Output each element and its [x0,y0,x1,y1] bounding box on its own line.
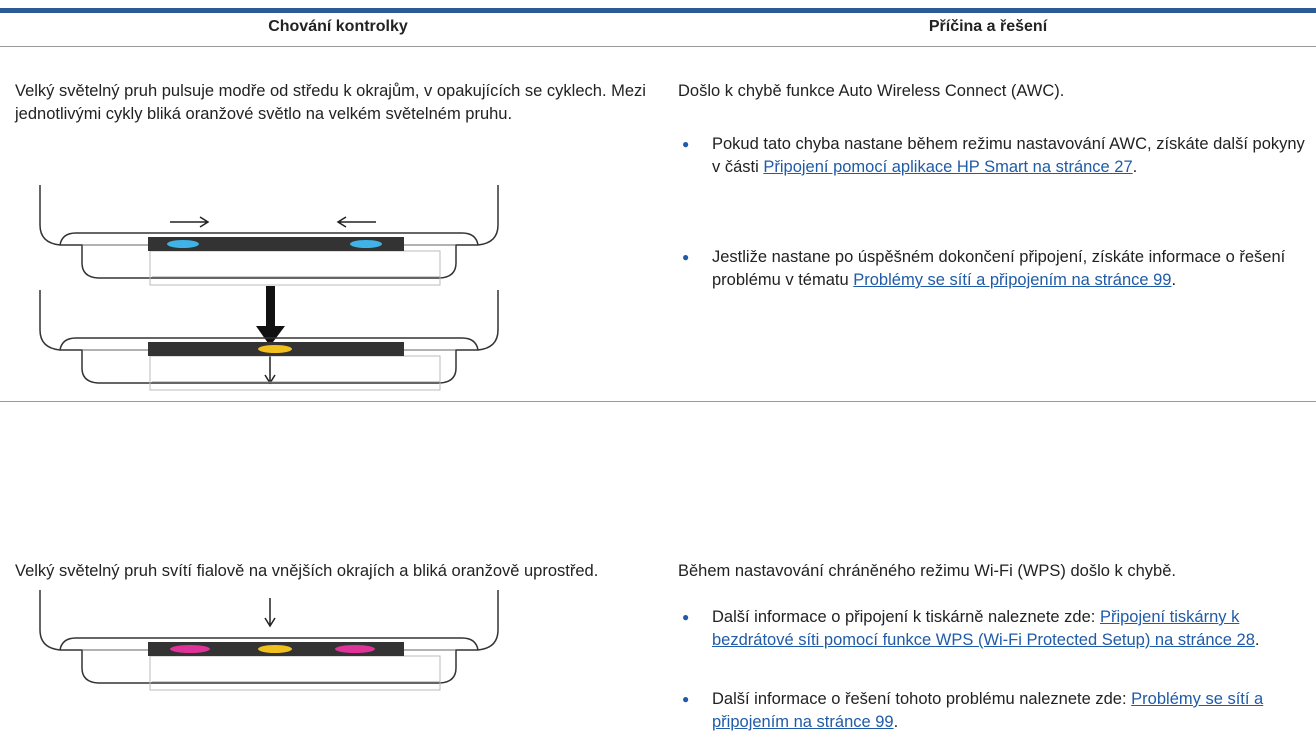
link[interactable]: Připojení tiskárny k bezdrátové síti pom… [712,608,1255,649]
item-text: Další informace o připojení k tiskárně n… [712,608,1096,626]
cause-text: Během nastavování chráněného režimu Wi-F… [678,562,1176,580]
printer-illustration [39,184,499,385]
header-col1: Chování kontrolky [268,18,408,35]
bullet-item: Jestliže nastane po úspěšném dokončení p… [678,246,1312,292]
behavior-text: Velký světelný pruh svítí fialově na vně… [15,562,599,580]
row-rule [0,401,1316,402]
item-text: Další informace o řešení tohoto problému… [712,690,1127,708]
bullet-item: Pokud tato chyba nastane během režimu na… [678,133,1312,179]
link[interactable]: Problémy se sítí a připojením na stránce… [853,271,1172,289]
bullet-item: Další informace o připojení k tiskárně n… [678,606,1312,652]
bullet-item: Další informace o řešení tohoto problému… [678,688,1312,734]
item-end: . [893,713,899,731]
printer-illustration [39,589,499,691]
item-end: . [1254,631,1260,649]
link[interactable]: Připojení pomocí aplikace HP Smart na st… [763,158,1133,176]
cause-text: Došlo k chybě funkce Auto Wireless Conne… [678,82,1065,100]
printer-illustration [39,289,499,391]
item-end: . [1171,271,1177,289]
top-rule [0,8,1316,13]
illustrations [39,184,499,691]
item-end: . [1132,158,1138,176]
header-rule [0,46,1316,47]
item-text: Jestliže nastane po úspěšném dokončení p… [712,248,1286,289]
item-text: Pokud tato chyba nastane během režimu na… [712,135,1305,176]
behavior-text: Velký světelný pruh pulsuje modře od stř… [15,82,646,123]
header-col2: Příčina a řešení [928,18,1048,35]
link[interactable]: Problémy se sítí a připojením na stránce… [712,690,1264,731]
